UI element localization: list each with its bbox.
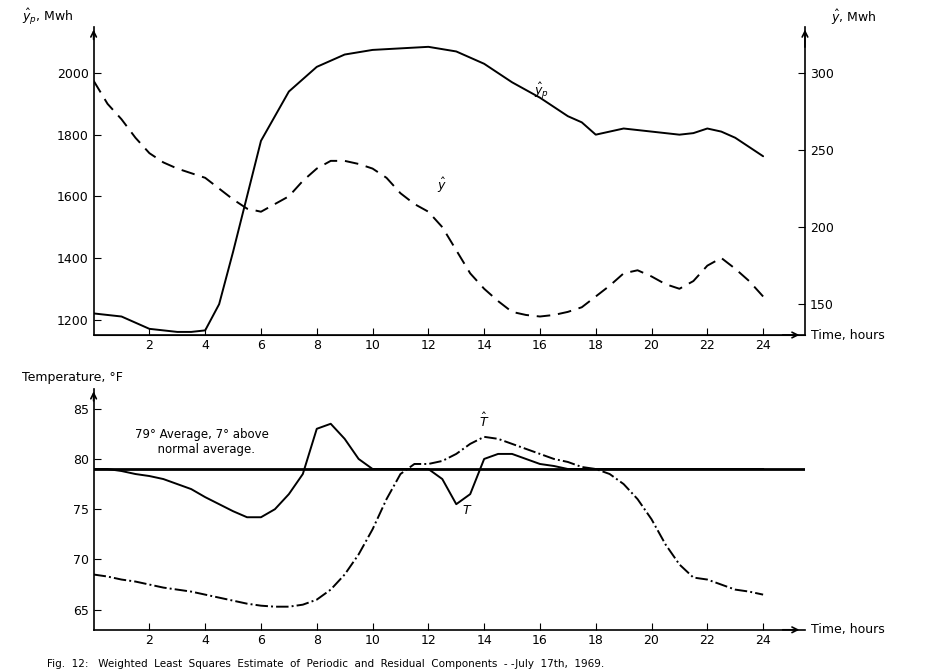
Text: Fig.  12:   Weighted  Least  Squares  Estimate  of  Periodic  and  Residual  Com: Fig. 12: Weighted Least Squares Estimate…: [47, 659, 604, 669]
Text: Time, hours: Time, hours: [811, 623, 885, 636]
Text: Temperature, °F: Temperature, °F: [22, 371, 124, 384]
Text: $T$: $T$: [461, 505, 473, 517]
Text: 79° Average, 7° above
      normal average.: 79° Average, 7° above normal average.: [136, 428, 270, 456]
Text: $\hat{y}$, Mwh: $\hat{y}$, Mwh: [830, 8, 876, 27]
Text: $\hat{T}$: $\hat{T}$: [478, 412, 489, 429]
Text: $\hat{y}$: $\hat{y}$: [437, 176, 446, 195]
Text: $\hat{y}_p$: $\hat{y}_p$: [534, 80, 549, 100]
Text: Time, hours: Time, hours: [811, 328, 885, 342]
Text: $\hat{y}_p$, Mwh: $\hat{y}_p$, Mwh: [22, 7, 74, 27]
